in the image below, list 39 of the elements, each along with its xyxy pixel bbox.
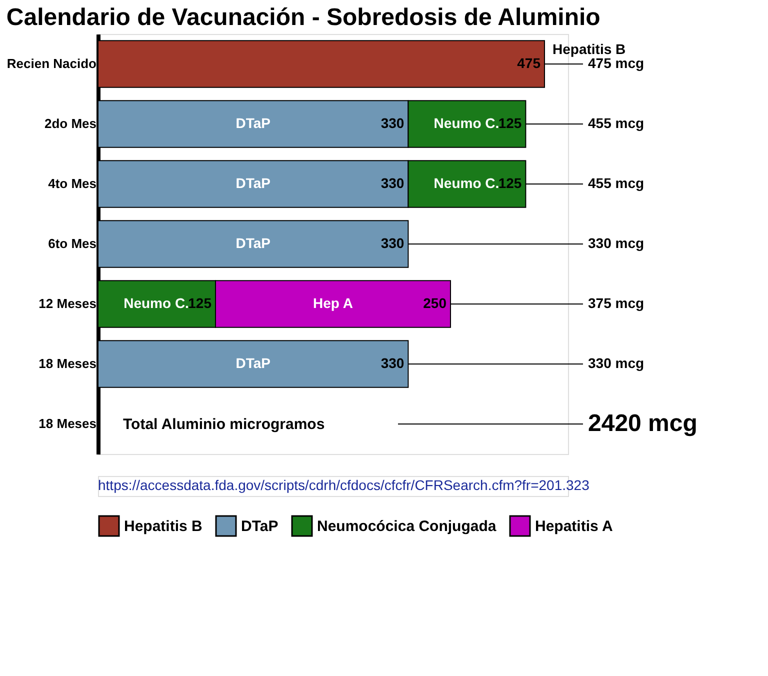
text: 2420 mcg bbox=[588, 410, 698, 437]
y-tick-label: 12 Meses bbox=[38, 296, 96, 311]
data-label: 250 bbox=[423, 295, 447, 311]
data-label: 125 bbox=[498, 115, 522, 131]
annotation: Total Aluminio microgramos bbox=[123, 416, 325, 433]
annotation: Hep A bbox=[313, 295, 353, 311]
y-tick-label: 2do Mes bbox=[44, 116, 96, 131]
y-tick-label: 18 Meses bbox=[38, 416, 96, 431]
y-tick-label: 4to Mes bbox=[48, 176, 96, 191]
annotation: Neumo C. bbox=[434, 115, 500, 131]
annotation: DTaP bbox=[236, 175, 270, 191]
data-label: 330 bbox=[380, 355, 404, 371]
legend-label: DTaP bbox=[241, 518, 278, 535]
legend-label: Neumocócica Conjugada bbox=[317, 518, 497, 535]
legend-label: Hepatitis B bbox=[124, 518, 203, 535]
data-label: 475 bbox=[517, 55, 541, 71]
chart-title: Calendario de Vacunación - Sobredosis de Aluminio bbox=[6, 4, 600, 31]
data-label: 125 bbox=[498, 175, 522, 191]
annotation: Hepatitis B bbox=[552, 41, 626, 57]
legend-label: Hepatitis A bbox=[535, 518, 613, 535]
text: 375 mcg bbox=[588, 295, 644, 311]
text: https://accessdata.fda.gov/scripts/cdrh/cfdocs/cfcfr/CFRSearch.cfm?fr=201.323 bbox=[98, 477, 590, 493]
annotation: DTaP bbox=[236, 355, 270, 371]
annotation: DTaP bbox=[236, 115, 270, 131]
annotation: DTaP bbox=[236, 235, 270, 251]
text: 475 mcg bbox=[588, 55, 644, 71]
y-tick-label: 18 Meses bbox=[38, 356, 96, 371]
y-tick-label: Recien Nacido bbox=[6, 56, 97, 71]
annotation: Neumo C. bbox=[434, 175, 500, 191]
annotation: Neumo C. bbox=[124, 295, 189, 311]
y-tick-label: 6to Mes bbox=[48, 236, 96, 251]
data-label: 330 bbox=[380, 115, 404, 131]
text: 455 mcg bbox=[588, 115, 644, 131]
text: 330 mcg bbox=[588, 235, 644, 251]
text: 455 mcg bbox=[588, 175, 644, 191]
data-label: 330 bbox=[380, 235, 404, 251]
data-label: 330 bbox=[380, 175, 404, 191]
text: 330 mcg bbox=[588, 355, 644, 371]
data-label: 125 bbox=[188, 295, 212, 311]
